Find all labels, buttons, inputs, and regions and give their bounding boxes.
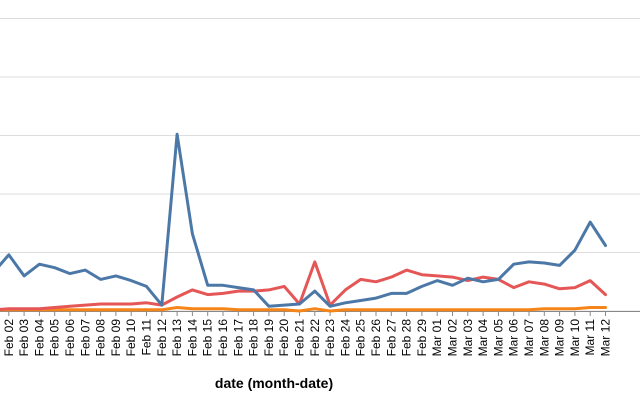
x-tick-label: Feb 13 (170, 319, 184, 357)
x-axis (0, 311, 640, 316)
x-tick-label: Feb 05 (48, 319, 62, 357)
series-line-1 (0, 132, 607, 308)
x-tick-label: Feb 23 (323, 319, 337, 357)
x-tick-label: Feb 25 (354, 319, 368, 357)
x-tick-label: Feb 24 (338, 319, 352, 357)
x-tick-label: Mar 03 (461, 319, 475, 357)
x-tick-label: Mar 04 (476, 319, 490, 357)
series-lines (0, 132, 607, 313)
x-tick-label: Mar 09 (553, 319, 567, 357)
x-tick-label: Feb 27 (384, 319, 398, 357)
x-tick-label: Feb 04 (32, 319, 46, 357)
x-tick-label: Mar 06 (507, 319, 521, 357)
x-tick-label: Feb 17 (231, 319, 245, 357)
x-tick-label: Feb 28 (400, 319, 414, 357)
x-tick-label: Mar 10 (568, 319, 582, 357)
x-tick-label: Feb 14 (185, 319, 199, 357)
x-tick-label: Feb 03 (17, 319, 31, 357)
x-tick-label: Feb 02 (2, 319, 16, 357)
x-tick-label: Mar 08 (537, 319, 551, 357)
x-tick-label: Feb 18 (247, 319, 261, 357)
x-tick-label: Feb 26 (369, 319, 383, 357)
x-tick-label: Feb 15 (201, 319, 215, 357)
x-tick-label: Feb 01 (0, 319, 1, 357)
x-tick-label: Mar 02 (446, 319, 460, 357)
x-tick-label: Feb 06 (63, 319, 77, 357)
grid-lines (0, 18, 640, 312)
x-tick-label: Feb 16 (216, 319, 230, 357)
x-tick-label: Mar 05 (491, 319, 505, 357)
series-line-3 (0, 306, 607, 313)
x-tick-label: Mar 11 (583, 319, 597, 356)
x-axis-title: date (month-date) (215, 375, 333, 391)
x-tick-label: Feb 22 (308, 319, 322, 357)
x-tick-label: Feb 21 (293, 319, 307, 357)
x-tick-label: Feb 19 (262, 319, 276, 357)
x-tick-label: Mar 12 (599, 319, 613, 357)
x-tick-label: Feb 11 (140, 319, 154, 356)
x-tick-label: Feb 08 (94, 319, 108, 357)
x-tick-label: Feb 12 (155, 319, 169, 357)
x-tick-label: Feb 10 (124, 319, 138, 357)
x-tick-label: Feb 20 (277, 319, 291, 357)
x-tick-label: Feb 07 (78, 319, 92, 357)
x-tick-label: Mar 07 (522, 319, 536, 357)
x-tick-label: Feb 09 (109, 319, 123, 357)
x-tick-label: Mar 01 (430, 319, 444, 357)
x-tick-label: Feb 29 (415, 319, 429, 357)
